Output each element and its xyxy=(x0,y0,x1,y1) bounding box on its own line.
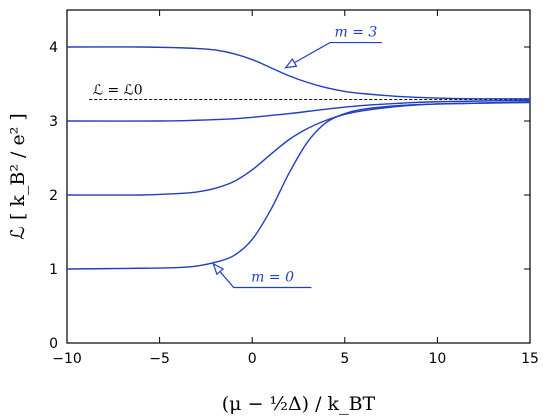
plot-frame xyxy=(66,9,531,344)
x-tick-label: −10 xyxy=(52,351,82,367)
reference-line-group: ℒ = ℒ0 xyxy=(89,83,530,101)
annotation-label: m = 3 xyxy=(334,25,377,41)
y-tick-label: 0 xyxy=(49,336,58,352)
x-tick-label: 15 xyxy=(521,351,539,367)
curves xyxy=(66,46,531,270)
reference-line-label: ℒ = ℒ0 xyxy=(93,83,143,99)
series-line-m3 xyxy=(66,46,531,100)
annotation-label: m = 0 xyxy=(251,270,294,286)
y-tick-label: 3 xyxy=(49,114,58,130)
y-tick-label: 1 xyxy=(49,262,58,278)
annotation-leader xyxy=(285,41,382,69)
annotations: m = 3 m = 0 xyxy=(212,25,382,289)
series-line-m1 xyxy=(66,101,531,196)
x-axis-title: (μ − ½Δ) / k_BT xyxy=(222,393,376,415)
y-tick-label: 4 xyxy=(49,40,58,56)
x-tick-label: 0 xyxy=(248,351,257,367)
annotation-arrowhead xyxy=(284,58,298,69)
x-tick-label: 5 xyxy=(340,351,349,367)
x-tick-label: −5 xyxy=(149,351,170,367)
axis-titles: (μ − ½Δ) / k_BT ℒ [ k_B² / e² ] xyxy=(7,113,376,415)
y-tick-label: 2 xyxy=(49,188,58,204)
y-axis-title: ℒ [ k_B² / e² ] xyxy=(7,113,29,240)
series-line-m2 xyxy=(66,99,531,122)
x-tick-label: 10 xyxy=(428,351,446,367)
axes: −10 −5 0 5 10 15 0 1 2 3 4 xyxy=(49,9,539,367)
annotation-arrowhead xyxy=(212,262,225,276)
